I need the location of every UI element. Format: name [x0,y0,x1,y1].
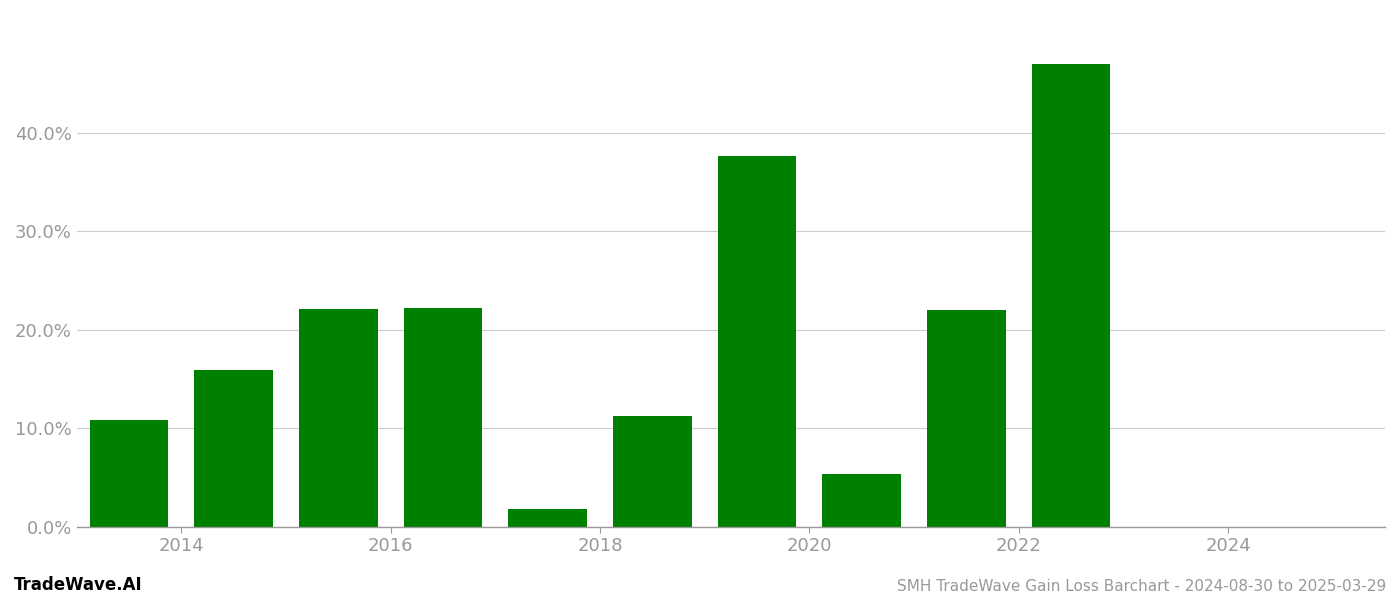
Bar [90,421,168,527]
Bar [927,310,1005,527]
Bar [718,155,797,527]
Bar [403,308,482,527]
Bar [613,416,692,527]
Bar [822,475,902,527]
Text: TradeWave.AI: TradeWave.AI [14,576,143,594]
Bar [508,509,587,527]
Bar [195,370,273,527]
Bar [300,309,378,527]
Bar [1032,64,1110,527]
Text: SMH TradeWave Gain Loss Barchart - 2024-08-30 to 2025-03-29: SMH TradeWave Gain Loss Barchart - 2024-… [897,579,1386,594]
